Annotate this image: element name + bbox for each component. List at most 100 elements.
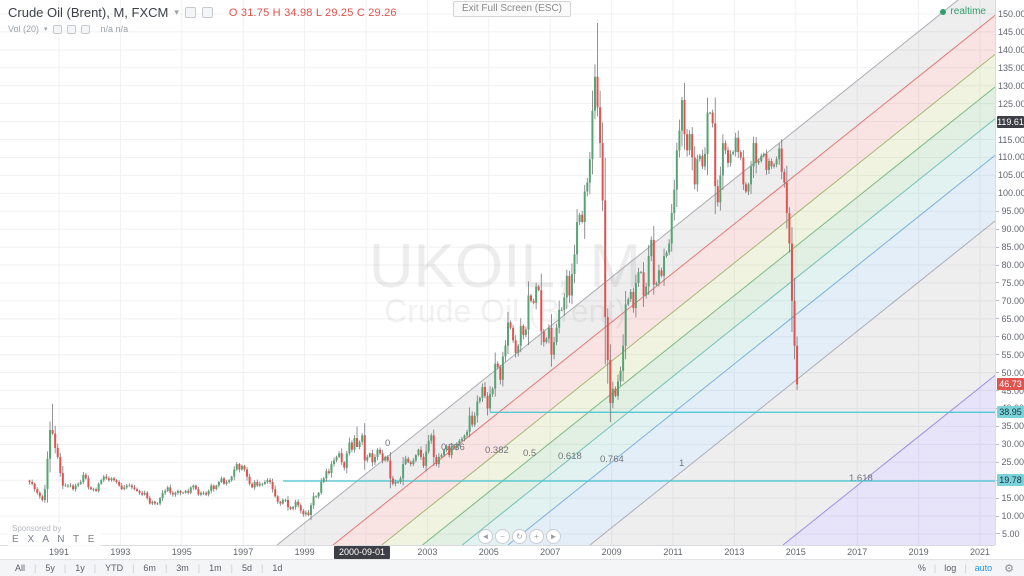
price-tick: 55.00 [996,350,1024,360]
time-tick: 2007 [540,547,561,557]
axis-option-%[interactable]: % [917,563,926,573]
price-tick: 135.00 [998,62,1024,73]
fib-level-label: 0 [385,438,390,449]
range-button-all[interactable]: All [15,563,26,573]
time-tick: 2013 [724,547,745,557]
price-tick: 25.00 [996,457,1024,467]
price-tick: 145.00 [998,26,1024,37]
volume-close-icon[interactable] [80,24,90,34]
gridlines [0,0,995,545]
fib-level-label: 0.764 [600,454,624,465]
price-tick: 140.00 [998,44,1024,55]
price-tick: 125.00 [998,98,1024,109]
price-tick: 45.00 [996,386,1024,396]
chart-legend: Crude Oil (Brent), M, FXCM ▾ O 31.75 H 3… [8,5,397,34]
range-button-1m[interactable]: 1m [209,563,222,573]
toolbar-separator: | [964,563,967,573]
time-tick: 2003 [417,547,438,557]
realtime-status: realtime [940,6,986,17]
time-tick: 1997 [233,547,254,557]
symbol-dropdown-icon[interactable]: ▾ [174,7,179,17]
toolbar-separator: | [261,563,264,573]
exit-fullscreen-tooltip: Exit Full Screen (ESC) [452,1,572,17]
axis-option-auto[interactable]: auto [974,563,993,573]
indicator-settings-icon[interactable] [184,7,196,18]
time-axis[interactable]: 1991 1993 1995 1997 1999 2003 2005 2007 2009 2011… [0,545,995,559]
price-label-46.73: 46.73 [997,377,1024,390]
symbol-title[interactable]: Crude Oil (Brent), M, FXCM [8,5,169,20]
time-tick: 2017 [847,547,868,557]
time-tick: 1995 [171,547,192,557]
time-tick: 2005 [478,547,499,557]
toolbar-separator: | [93,563,97,573]
range-buttons: All | 5y | 1y | YTD | 6m | 3m | 1m | 5d | 1d [0,560,291,576]
range-button-6m[interactable]: 6m [143,563,156,573]
candles [28,22,799,521]
price-tick: 75.00 [996,278,1024,288]
toolbar-separator: | [230,563,233,573]
bottom-toolbar: All | 5y | 1y | YTD | 6m | 3m | 1m | 5d | 1d % | log | auto ⚙ [0,559,1024,576]
toolbar-separator: | [34,563,37,573]
axis-settings-gear-icon[interactable]: ⚙ [1004,562,1014,575]
price-axis[interactable]: 150.00145.00140.00135.00130.00125.00120.… [995,0,1024,545]
price-tick: 10.00 [996,511,1024,521]
range-button-ytd[interactable]: YTD [105,563,124,573]
price-tick: 60.00 [996,332,1024,342]
fib-level-label: 1.618 [849,473,873,484]
fib-channel: 0 0.236 0.382 0.5 0.618 0.764 1 1.618 [276,0,995,545]
price-tick: 115.00 [998,134,1024,145]
volume-settings-icon[interactable] [52,24,62,34]
toolbar-separator: | [63,563,67,573]
fib-level-label: 0.5 [523,448,536,459]
fib-level-label: 1 [679,458,684,469]
sponsor-badge[interactable]: Sponsored by E X A N T E [8,523,102,546]
price-tick: 50.00 [996,368,1024,378]
axis-option-log[interactable]: log [944,563,957,573]
indicator-close-icon[interactable] [201,7,213,18]
price-tick: 80.00 [996,260,1024,270]
price-tick: 100.00 [998,188,1024,199]
time-tick: 2019 [908,547,929,557]
volume-dropdown-icon[interactable]: ▾ [44,26,48,33]
reset-view-button[interactable]: ↻ [512,529,527,544]
volume-eye-icon[interactable] [66,24,76,34]
time-tick: 1993 [110,547,131,557]
price-tick: 70.00 [996,296,1024,306]
fib-level-label: 0.382 [485,445,509,456]
time-tick: 1991 [48,547,70,557]
price-tick: 90.00 [996,224,1024,234]
range-button-3m[interactable]: 3m [176,563,189,573]
sponsor-name: E X A N T E [12,534,98,545]
realtime-dot-icon [940,8,947,15]
svg-text:Crude Oil (Brent): Crude Oil (Brent) [384,293,626,329]
price-tick: 5.00 [996,529,1024,539]
toolbar-separator: | [197,563,201,573]
price-tick: 130.00 [998,80,1024,91]
range-button-5d[interactable]: 5d [242,563,253,573]
price-label-119.61: 119.61 [997,116,1024,129]
time-tick: 2011 [663,547,683,557]
range-button-1d[interactable]: 1d [272,563,283,573]
price-tick: 35.00 [996,421,1024,431]
scroll-left-button[interactable]: ◄ [478,529,493,544]
toolbar-separator: | [933,563,937,573]
price-tick: 95.00 [996,206,1024,216]
scroll-right-button[interactable]: ► [546,529,561,544]
chart-nav-controls: ◄ − ↻ + ► [478,529,561,544]
range-button-5y[interactable]: 5y [45,563,55,573]
volume-indicator-label[interactable]: Vol (20) [8,24,40,34]
price-tick: 15.00 [996,493,1024,503]
fib-level-label: 0.236 [441,442,465,453]
zoom-in-button[interactable]: + [529,529,544,544]
price-tick: 110.00 [998,152,1024,163]
realtime-label: realtime [950,6,986,17]
price-tick: 105.00 [998,170,1024,181]
toolbar-separator: | [132,563,135,573]
price-label-38.95: 38.95 [997,405,1024,418]
range-button-1y[interactable]: 1y [75,563,85,573]
zoom-out-button[interactable]: − [495,529,510,544]
fib-level-label: 0.618 [558,451,582,462]
